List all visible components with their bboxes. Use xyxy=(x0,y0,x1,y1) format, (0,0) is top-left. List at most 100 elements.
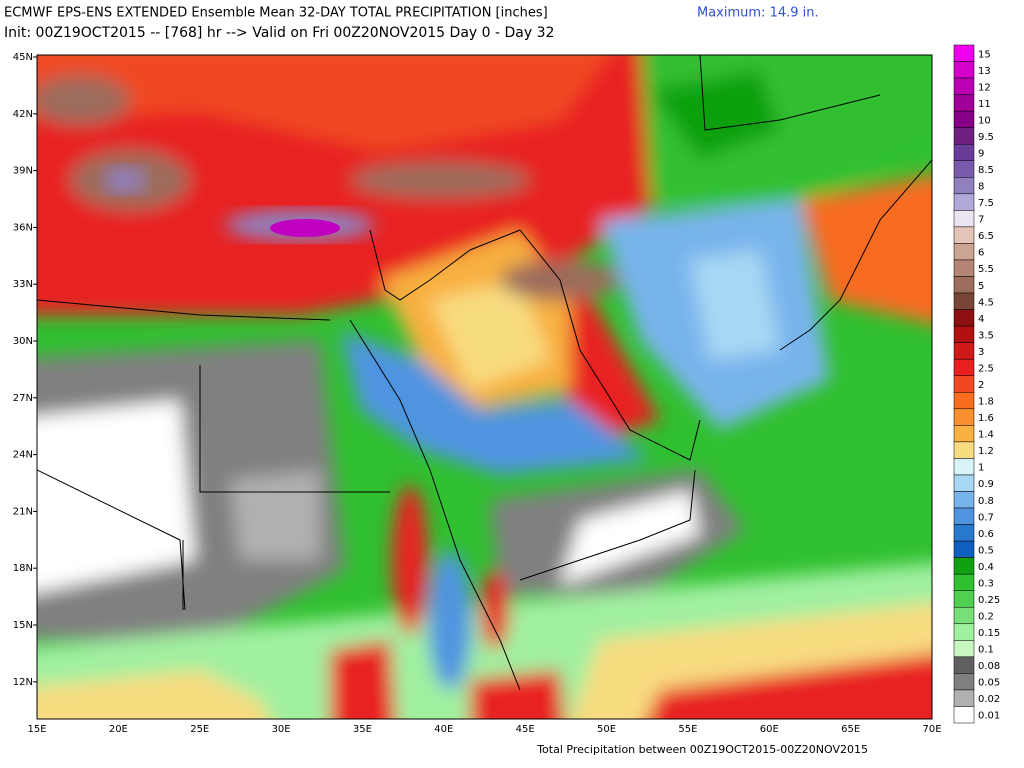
legend-label: 3 xyxy=(978,347,984,358)
legend-label: 0.7 xyxy=(978,512,994,523)
legend-label: 1.4 xyxy=(978,430,994,441)
lon-label: 65E xyxy=(841,724,860,735)
legend-swatch xyxy=(953,392,975,410)
legend-label: 0.3 xyxy=(978,578,994,589)
legend-label: 5.5 xyxy=(978,264,994,275)
legend-swatch xyxy=(953,557,975,575)
legend-swatch xyxy=(953,292,975,310)
legend-label: 9.5 xyxy=(978,132,994,143)
footer: Total Precipitation between 00Z19OCT2015… xyxy=(536,743,868,756)
legend-label: 1.6 xyxy=(978,413,994,424)
legend-label: 2.5 xyxy=(978,363,994,374)
lat-label: 33N xyxy=(13,279,33,290)
legend-swatch xyxy=(953,441,975,459)
legend-label: 0.2 xyxy=(978,612,994,623)
lon-label: 45E xyxy=(516,724,535,735)
legend-swatch xyxy=(953,110,975,128)
legend-label: 0.02 xyxy=(978,694,1000,705)
legend-swatch xyxy=(953,408,975,426)
legend-swatch xyxy=(953,425,975,443)
lon-label: 15E xyxy=(27,724,46,735)
legend-label: 0.5 xyxy=(978,545,994,556)
lat-label: 45N xyxy=(13,52,33,63)
map-frame xyxy=(36,54,933,720)
precip-field xyxy=(37,55,932,719)
legend-swatch xyxy=(953,127,975,145)
lat-label: 30N xyxy=(13,336,33,347)
legend-label: 7.5 xyxy=(978,198,994,209)
legend-label: 5 xyxy=(978,281,984,292)
legend-label: 8 xyxy=(978,182,984,193)
legend-label: 8.5 xyxy=(978,165,994,176)
legend-label: 10 xyxy=(978,115,991,126)
legend-label: 0.1 xyxy=(978,645,994,656)
legend-swatch xyxy=(953,689,975,707)
legend-label: 6 xyxy=(978,248,984,259)
legend-swatch xyxy=(953,309,975,327)
title: ECMWF EPS-ENS EXTENDED Ensemble Mean 32-… xyxy=(4,6,548,21)
legend-swatch xyxy=(953,491,975,509)
legend-swatch xyxy=(953,474,975,492)
legend-swatch xyxy=(953,507,975,525)
legend-swatch xyxy=(953,77,975,95)
legend-label: 0.6 xyxy=(978,529,994,540)
legend-label: 3.5 xyxy=(978,330,994,341)
lat-label: 12N xyxy=(13,677,33,688)
legend-swatch xyxy=(953,243,975,261)
lon-label: 25E xyxy=(190,724,209,735)
lon-label: 35E xyxy=(353,724,372,735)
maximum: Maximum: 14.9 in. xyxy=(697,6,819,21)
legend-label: 4 xyxy=(978,314,984,325)
legend-label: 0.4 xyxy=(978,562,994,573)
legend-swatch xyxy=(953,656,975,674)
legend-swatch xyxy=(953,276,975,294)
legend-swatch xyxy=(953,673,975,691)
lon-label: 60E xyxy=(760,724,779,735)
lat-label: 21N xyxy=(13,506,33,517)
legend-label: 7 xyxy=(978,215,984,226)
lon-label: 55E xyxy=(678,724,697,735)
legend-swatch xyxy=(953,61,975,79)
legend-label: 1.2 xyxy=(978,446,994,457)
init-line: Init: 00Z19OCT2015 -- [768] hr --> Valid… xyxy=(4,25,554,41)
legend-swatch xyxy=(953,177,975,195)
legend-label: 0.08 xyxy=(978,661,1000,672)
legend-swatch xyxy=(953,706,975,724)
lat-label: 18N xyxy=(13,563,33,574)
legend-label: 13 xyxy=(978,66,991,77)
legend-label: 0.15 xyxy=(978,628,1000,639)
lon-label: 40E xyxy=(434,724,453,735)
lat-label: 39N xyxy=(13,166,33,177)
legend-swatch xyxy=(953,94,975,112)
legend-swatch xyxy=(953,226,975,244)
lat-label: 15N xyxy=(13,620,33,631)
legend-swatch xyxy=(953,458,975,476)
lon-label: 50E xyxy=(597,724,616,735)
legend-swatch xyxy=(953,375,975,393)
legend-swatch xyxy=(953,640,975,658)
lon-label: 20E xyxy=(109,724,128,735)
legend-swatch xyxy=(953,358,975,376)
legend-label: 15 xyxy=(978,49,991,60)
legend-swatch xyxy=(953,573,975,591)
legend-label: 0.25 xyxy=(978,595,1000,606)
legend-swatch xyxy=(953,342,975,360)
legend-swatch xyxy=(953,524,975,542)
legend-label: 9 xyxy=(978,148,984,159)
legend-swatch xyxy=(953,606,975,625)
legend-swatch xyxy=(953,259,975,277)
lat-label: 27N xyxy=(13,393,33,404)
legend-label: 12 xyxy=(978,82,991,93)
legend-swatch xyxy=(953,44,975,62)
lon-label: 30E xyxy=(272,724,291,735)
legend-swatch xyxy=(953,193,975,211)
legend-label: 1 xyxy=(978,463,984,474)
legend-label: 6.5 xyxy=(978,231,994,242)
legend-label: 0.01 xyxy=(978,711,1000,722)
lon-label: 70E xyxy=(922,724,941,735)
legend-swatch xyxy=(953,325,975,343)
legend-label: 0.9 xyxy=(978,479,994,490)
legend-label: 2 xyxy=(978,380,984,391)
legend-swatch xyxy=(953,623,975,641)
